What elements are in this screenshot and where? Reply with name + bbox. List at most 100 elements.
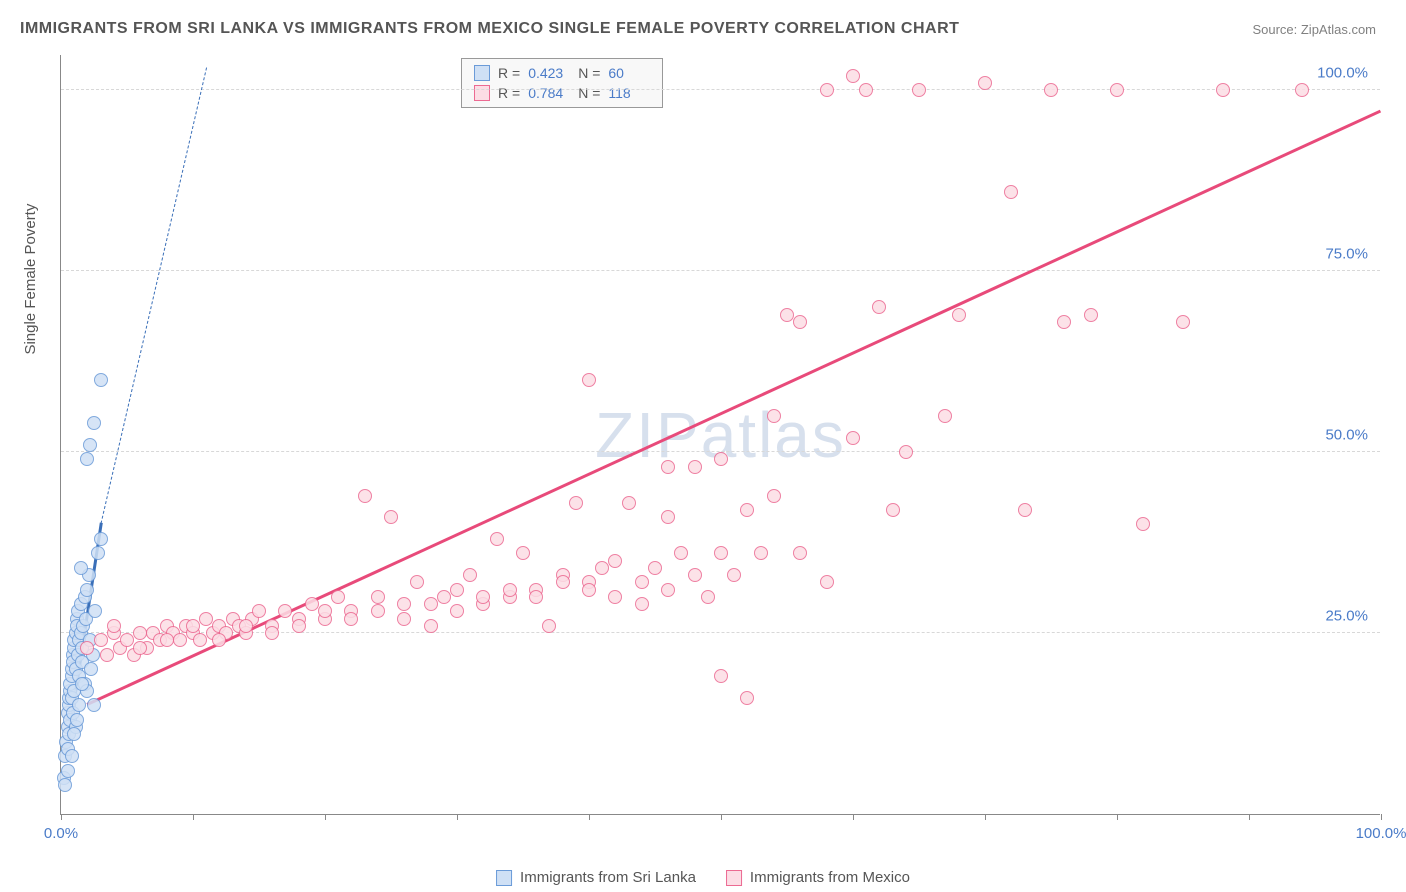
data-point xyxy=(635,575,649,589)
x-tick xyxy=(589,814,590,820)
x-tick xyxy=(721,814,722,820)
data-point xyxy=(450,604,464,618)
data-point xyxy=(714,452,728,466)
grid-line xyxy=(61,632,1380,633)
data-point xyxy=(1295,83,1309,97)
data-point xyxy=(371,590,385,604)
data-point xyxy=(107,619,121,633)
data-point xyxy=(701,590,715,604)
data-point xyxy=(160,633,174,647)
data-point xyxy=(952,308,966,322)
data-point xyxy=(1110,83,1124,97)
data-point xyxy=(371,604,385,618)
data-point xyxy=(87,698,101,712)
data-point xyxy=(80,452,94,466)
swatch-series1-legend xyxy=(496,870,512,886)
data-point xyxy=(72,698,86,712)
data-point xyxy=(476,590,490,604)
data-point xyxy=(846,69,860,83)
data-point xyxy=(846,431,860,445)
r-label: R = xyxy=(498,65,520,81)
data-point xyxy=(767,409,781,423)
data-point xyxy=(80,583,94,597)
x-tick-label: 100.0% xyxy=(1356,825,1406,842)
x-tick xyxy=(325,814,326,820)
data-point xyxy=(463,568,477,582)
x-tick xyxy=(1117,814,1118,820)
data-point xyxy=(239,619,253,633)
data-point xyxy=(674,546,688,560)
data-point xyxy=(83,438,97,452)
data-point xyxy=(397,597,411,611)
x-tick xyxy=(853,814,854,820)
x-tick xyxy=(193,814,194,820)
data-point xyxy=(186,619,200,633)
data-point xyxy=(1084,308,1098,322)
data-point xyxy=(344,612,358,626)
grid-line xyxy=(61,270,1380,271)
data-point xyxy=(661,460,675,474)
x-tick xyxy=(985,814,986,820)
data-point xyxy=(714,546,728,560)
data-point xyxy=(793,546,807,560)
bottom-legend: Immigrants from Sri Lanka Immigrants fro… xyxy=(496,869,910,886)
data-point xyxy=(437,590,451,604)
data-point xyxy=(133,641,147,655)
data-point xyxy=(212,633,226,647)
correlation-stat-box: R = 0.423 N = 60 R = 0.784 N = 118 xyxy=(461,58,663,108)
chart-title: IMMIGRANTS FROM SRI LANKA VS IMMIGRANTS … xyxy=(20,20,959,38)
x-tick xyxy=(1249,814,1250,820)
data-point xyxy=(622,496,636,510)
data-point xyxy=(740,503,754,517)
data-point xyxy=(173,633,187,647)
data-point xyxy=(133,626,147,640)
data-point xyxy=(424,597,438,611)
data-point xyxy=(688,568,702,582)
data-point xyxy=(424,619,438,633)
data-point xyxy=(648,561,662,575)
data-point xyxy=(84,662,98,676)
data-point xyxy=(582,373,596,387)
x-tick-label: 0.0% xyxy=(44,825,78,842)
data-point xyxy=(397,612,411,626)
x-tick xyxy=(61,814,62,820)
data-point xyxy=(542,619,556,633)
data-point xyxy=(1136,517,1150,531)
data-point xyxy=(767,489,781,503)
data-point xyxy=(886,503,900,517)
data-point xyxy=(1044,83,1058,97)
y-tick-label: 50.0% xyxy=(1325,427,1368,444)
data-point xyxy=(635,597,649,611)
data-point xyxy=(661,583,675,597)
data-point xyxy=(318,604,332,618)
data-point xyxy=(292,619,306,633)
data-point xyxy=(265,626,279,640)
data-point xyxy=(938,409,952,423)
data-point xyxy=(978,76,992,90)
data-point xyxy=(410,575,424,589)
data-point xyxy=(503,583,517,597)
data-point xyxy=(88,604,102,618)
data-point xyxy=(94,633,108,647)
data-point xyxy=(793,315,807,329)
data-point xyxy=(199,612,213,626)
legend-label-series1: Immigrants from Sri Lanka xyxy=(520,869,696,886)
data-point xyxy=(912,83,926,97)
y-tick-label: 100.0% xyxy=(1317,65,1368,82)
data-point xyxy=(556,575,570,589)
data-point xyxy=(67,727,81,741)
data-point xyxy=(61,764,75,778)
legend-item-series1: Immigrants from Sri Lanka xyxy=(496,869,696,886)
data-point xyxy=(899,445,913,459)
data-point xyxy=(780,308,794,322)
n-label: N = xyxy=(578,85,600,101)
data-point xyxy=(688,460,702,474)
data-point xyxy=(278,604,292,618)
stat-row-series2: R = 0.784 N = 118 xyxy=(474,83,650,103)
data-point xyxy=(358,489,372,503)
data-point xyxy=(516,546,530,560)
data-point xyxy=(608,590,622,604)
data-point xyxy=(1216,83,1230,97)
data-point xyxy=(70,713,84,727)
data-point xyxy=(58,778,72,792)
